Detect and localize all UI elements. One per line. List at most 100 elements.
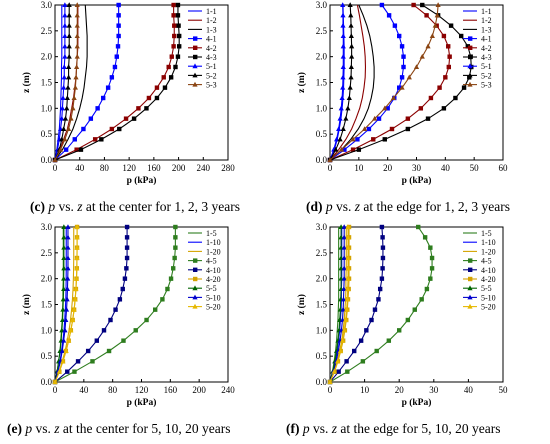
legend-marker	[192, 303, 198, 309]
data-point	[377, 286, 383, 292]
x-tick-label: 20	[383, 163, 393, 173]
legend-label: 5-5	[481, 284, 492, 293]
data-point	[65, 234, 71, 240]
x-tick-label: 120	[135, 385, 149, 395]
data-point	[175, 13, 181, 18]
x-tick-label: 0	[53, 385, 58, 395]
data-point	[124, 235, 130, 240]
data-point	[74, 265, 80, 271]
data-point	[420, 2, 425, 8]
series-line-1-3	[54, 4, 88, 161]
data-point	[369, 317, 374, 323]
x-tick-label: 280	[221, 163, 235, 173]
data-point	[405, 116, 411, 121]
series-line-4-2	[54, 5, 175, 161]
data-point	[392, 23, 398, 28]
legend-marker	[192, 63, 198, 69]
caption-e: (e) p vs. z at the center for 5, 10, 20 …	[7, 421, 230, 437]
y-tick-label: 1.0	[41, 325, 53, 335]
data-point	[62, 43, 68, 49]
data-point	[72, 296, 78, 302]
data-point	[124, 245, 130, 250]
data-point	[374, 348, 379, 354]
legend-marker	[468, 276, 473, 282]
data-point	[124, 266, 129, 271]
data-point	[344, 359, 349, 364]
caption-label: (e)	[7, 421, 22, 436]
legend-label: 1-20	[206, 247, 221, 256]
legend-marker	[467, 81, 473, 87]
y-tick-label: 2.5	[316, 26, 328, 36]
data-point	[74, 244, 80, 250]
data-point	[341, 255, 347, 260]
data-point	[74, 33, 80, 38]
legend-label: 1-2	[206, 16, 217, 25]
data-point	[435, 2, 441, 8]
data-point	[66, 53, 72, 59]
x-tick-label: 10	[354, 163, 364, 173]
data-point	[64, 95, 70, 100]
caption-label: (c)	[30, 199, 45, 214]
data-point	[71, 306, 77, 312]
data-point	[380, 235, 385, 240]
data-point	[122, 276, 128, 281]
chart-c: 0 40 80 120 160 200 240 280 0.0 0.5 1.0 1.5 2.0 2.5 3.…	[21, 0, 235, 186]
data-point	[441, 106, 447, 111]
y-tick-label: 1.0	[41, 103, 53, 113]
data-point	[66, 337, 72, 343]
legend-label: 1-5	[206, 229, 217, 238]
data-point	[73, 74, 79, 80]
legend-label: 5-10	[481, 293, 496, 302]
series-line-5-10	[54, 227, 69, 383]
data-point	[348, 74, 354, 80]
data-point	[336, 126, 342, 131]
y-tick-label: 0.5	[316, 129, 328, 139]
data-point	[109, 126, 115, 132]
caption-text-2: at the center for 1, 2, 3 years	[82, 199, 240, 214]
data-point	[72, 369, 77, 374]
data-point	[61, 84, 67, 90]
data-point	[424, 286, 430, 292]
data-point	[92, 137, 98, 142]
data-point	[71, 95, 77, 100]
series-line-4-10	[329, 226, 384, 383]
series-line-5-1	[329, 4, 344, 161]
data-point	[168, 75, 174, 80]
legend-label: 5-20	[481, 303, 496, 312]
data-point	[173, 224, 178, 230]
legend-label: 4-2	[206, 44, 217, 53]
data-point	[429, 255, 435, 261]
data-point	[341, 234, 347, 240]
data-point	[106, 348, 112, 354]
data-point	[348, 12, 354, 18]
legend-label: 4-1	[481, 35, 492, 44]
data-point	[78, 147, 84, 152]
series-line-5-10	[329, 227, 345, 383]
data-point	[338, 105, 344, 111]
data-point	[441, 33, 447, 39]
series-line-5-2	[329, 4, 353, 161]
data-point	[337, 136, 343, 142]
data-point	[101, 328, 107, 333]
data-point	[75, 359, 81, 364]
data-point	[109, 75, 115, 80]
series-line-4-10	[54, 227, 128, 383]
data-point	[364, 328, 369, 333]
data-point	[345, 275, 351, 281]
data-point	[176, 33, 182, 39]
series-line-5-20	[54, 227, 78, 383]
data-point	[340, 53, 346, 59]
data-point	[401, 64, 406, 70]
data-point	[382, 105, 388, 111]
data-point	[168, 276, 174, 281]
x-axis-label: p (kPa)	[127, 397, 157, 408]
data-point	[345, 369, 350, 374]
data-point	[62, 22, 68, 28]
data-point	[175, 54, 181, 59]
data-point	[60, 296, 66, 302]
caption-text: vs.	[32, 421, 55, 436]
data-point	[99, 137, 104, 142]
legend-label: 4-20	[481, 275, 496, 284]
legend-label: 5-2	[206, 71, 217, 80]
series-line-1-1	[54, 5, 63, 161]
